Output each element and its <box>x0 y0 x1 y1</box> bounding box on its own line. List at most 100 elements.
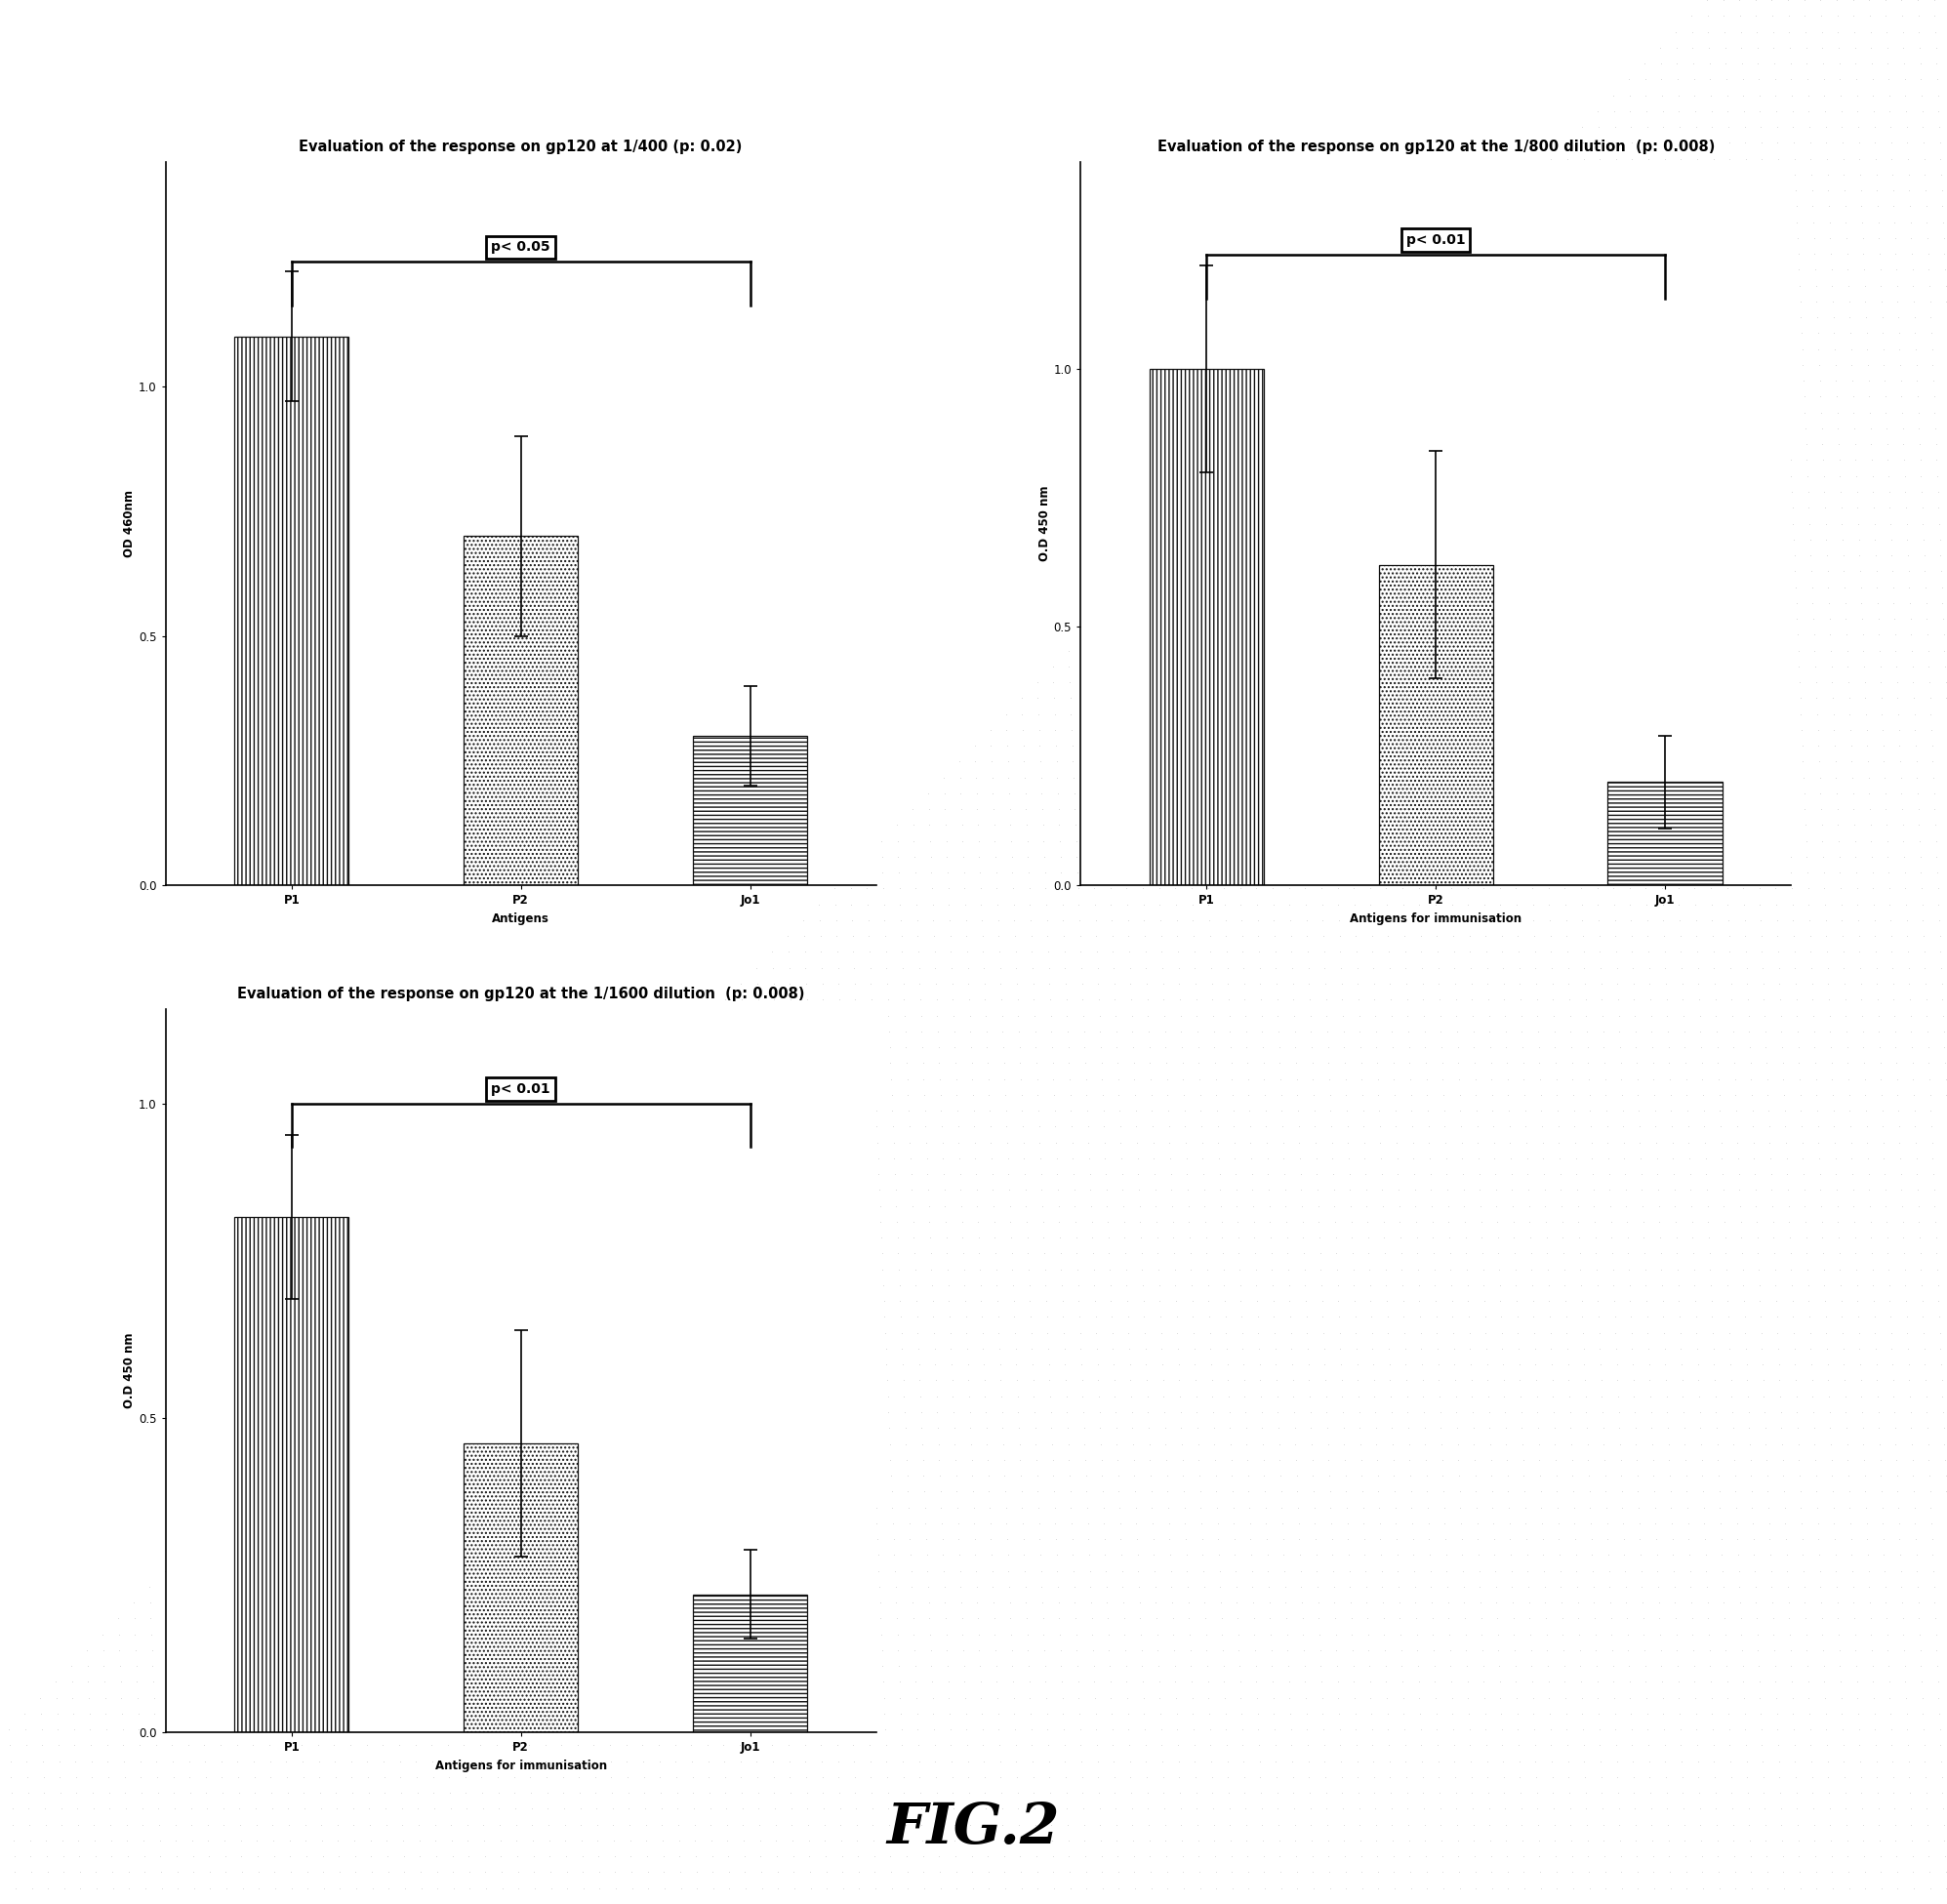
Point <box>1776 1651 1807 1681</box>
Point <box>1359 1365 1390 1396</box>
Point <box>1750 1032 1782 1062</box>
Point <box>1349 350 1380 381</box>
Point <box>1231 1000 1262 1030</box>
Point <box>1423 969 1454 1000</box>
Point <box>806 1333 837 1363</box>
Point <box>952 1365 983 1396</box>
Point <box>1088 731 1120 762</box>
Point <box>247 1571 278 1601</box>
Point <box>1902 1571 1933 1601</box>
Point <box>1373 922 1404 952</box>
Point <box>1359 588 1390 619</box>
Point <box>1750 619 1782 649</box>
Point <box>578 1746 609 1776</box>
Point <box>1289 1666 1320 1696</box>
Point <box>748 1127 779 1158</box>
Point <box>1273 1651 1304 1681</box>
Point <box>1760 461 1791 491</box>
Point <box>683 1540 715 1571</box>
Point <box>1417 842 1449 872</box>
Point <box>1789 794 1820 824</box>
Point <box>880 1556 911 1586</box>
Point <box>1838 1175 1869 1205</box>
Point <box>1667 556 1698 586</box>
Point <box>1643 809 1674 840</box>
Point <box>1238 1588 1269 1618</box>
Point <box>1859 1714 1891 1744</box>
Point <box>1647 476 1678 506</box>
Point <box>1141 1207 1172 1238</box>
Point <box>1326 1380 1357 1411</box>
Point <box>1133 1826 1164 1856</box>
Point <box>1386 446 1417 476</box>
Point <box>1532 1255 1563 1285</box>
Point <box>849 1207 880 1238</box>
Point <box>1871 1603 1902 1634</box>
Point <box>1544 1127 1575 1158</box>
Point <box>1423 984 1454 1015</box>
Point <box>1357 922 1388 952</box>
Point <box>1462 350 1493 381</box>
Point <box>1525 684 1556 714</box>
Point <box>1192 842 1223 872</box>
Point <box>1756 1556 1787 1586</box>
Point <box>1920 809 1947 840</box>
Point <box>1509 1874 1540 1904</box>
Point <box>1336 1588 1367 1618</box>
Point <box>1577 1556 1608 1586</box>
Point <box>1213 1794 1244 1824</box>
Point <box>1873 48 1904 78</box>
Point <box>1530 794 1561 824</box>
Point <box>1791 1618 1822 1649</box>
Point <box>1659 1160 1690 1190</box>
Point <box>1877 1746 1908 1776</box>
Point <box>935 1302 966 1333</box>
Point <box>1168 1095 1199 1125</box>
Point <box>1275 1302 1306 1333</box>
Point <box>1421 904 1452 935</box>
Point <box>761 1826 792 1856</box>
Point <box>1844 160 1875 190</box>
Point <box>1910 969 1941 1000</box>
Point <box>1055 1889 1086 1904</box>
Point <box>1709 1207 1741 1238</box>
Point <box>1604 1047 1635 1078</box>
Point <box>292 1476 323 1506</box>
Point <box>1065 937 1096 967</box>
Point <box>1583 1683 1614 1714</box>
Point <box>1672 318 1704 348</box>
Point <box>1924 904 1947 935</box>
Point <box>1069 1841 1100 1872</box>
Point <box>1488 969 1519 1000</box>
Point <box>234 1618 265 1649</box>
Point <box>1892 556 1924 586</box>
Point <box>1604 1445 1635 1476</box>
Point <box>1848 1809 1879 1839</box>
Point <box>1458 255 1489 286</box>
Point <box>1741 1571 1772 1601</box>
Point <box>1427 651 1458 682</box>
Point <box>1791 1238 1822 1268</box>
Point <box>1046 842 1077 872</box>
Point <box>1894 1380 1926 1411</box>
Point <box>1515 1636 1546 1666</box>
Point <box>275 1445 306 1476</box>
Point <box>463 1285 495 1316</box>
Point <box>415 1683 446 1714</box>
Point <box>966 1698 997 1729</box>
Point <box>806 969 837 1000</box>
Point <box>1034 1746 1065 1776</box>
Point <box>1548 446 1579 476</box>
Point <box>617 1476 648 1506</box>
Point <box>1768 684 1799 714</box>
Point <box>991 1508 1022 1538</box>
Point <box>1552 128 1583 158</box>
Point <box>954 1809 985 1839</box>
Point <box>1170 1127 1201 1158</box>
Point <box>1815 1809 1846 1839</box>
Point <box>989 1445 1020 1476</box>
Point <box>1526 731 1558 762</box>
Point <box>1051 1380 1083 1411</box>
Point <box>1466 1207 1497 1238</box>
Point <box>1700 1778 1731 1809</box>
